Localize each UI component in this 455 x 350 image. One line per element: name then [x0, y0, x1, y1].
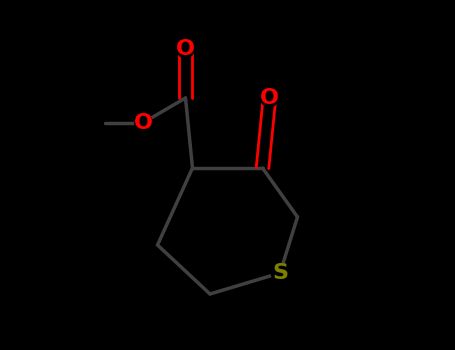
Text: O: O	[134, 112, 153, 133]
Circle shape	[135, 114, 152, 131]
Circle shape	[271, 264, 289, 282]
Text: S: S	[272, 263, 288, 283]
Circle shape	[177, 40, 194, 58]
Text: O: O	[260, 88, 279, 108]
Text: O: O	[176, 39, 195, 59]
Circle shape	[261, 89, 278, 107]
